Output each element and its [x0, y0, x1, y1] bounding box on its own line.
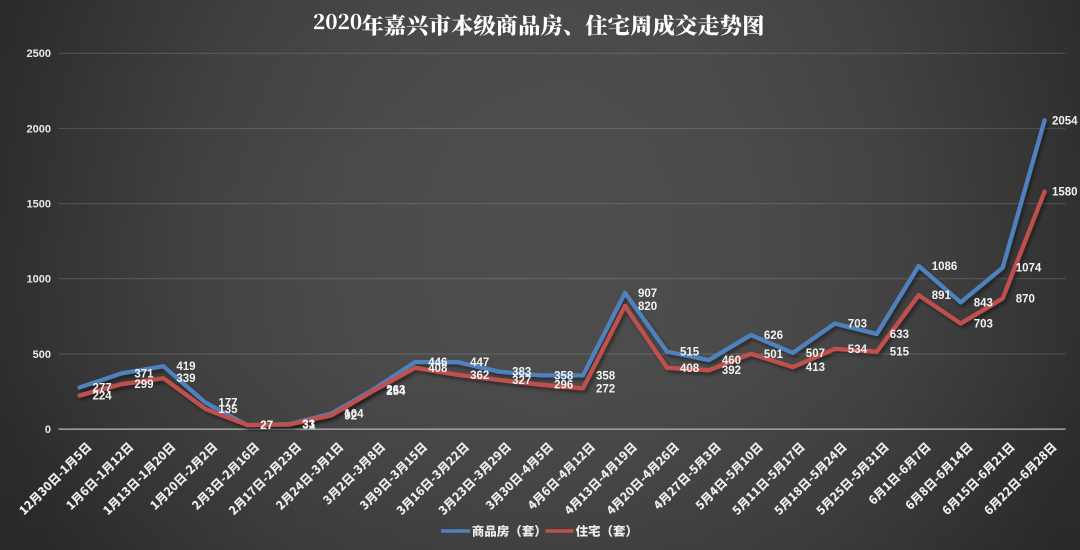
svg-text:413: 413	[806, 362, 825, 374]
svg-text:891: 891	[932, 290, 952, 302]
svg-text:820: 820	[638, 301, 657, 313]
svg-text:534: 534	[848, 344, 868, 356]
svg-text:135: 135	[218, 404, 238, 416]
svg-text:907: 907	[638, 288, 657, 300]
svg-text:408: 408	[680, 363, 700, 375]
svg-text:327: 327	[512, 375, 531, 387]
svg-text:703: 703	[848, 319, 867, 331]
svg-text:419: 419	[176, 361, 195, 373]
svg-text:1074: 1074	[1016, 263, 1042, 275]
svg-text:92: 92	[344, 410, 357, 422]
svg-text:2000: 2000	[27, 123, 51, 135]
svg-text:1580: 1580	[1052, 187, 1078, 199]
svg-text:392: 392	[722, 365, 741, 377]
svg-text:299: 299	[134, 379, 153, 391]
svg-text:254: 254	[386, 386, 406, 398]
svg-text:2054: 2054	[1052, 115, 1078, 127]
svg-text:27: 27	[260, 420, 273, 432]
svg-text:500: 500	[33, 349, 51, 361]
svg-text:383: 383	[512, 367, 531, 379]
svg-text:626: 626	[764, 330, 783, 342]
svg-text:633: 633	[890, 329, 909, 341]
svg-text:224: 224	[93, 391, 113, 403]
svg-text:358: 358	[554, 370, 574, 382]
svg-text:277: 277	[93, 383, 112, 395]
svg-text:358: 358	[596, 370, 616, 382]
svg-text:272: 272	[596, 383, 615, 395]
svg-text:1086: 1086	[932, 261, 958, 273]
svg-text:507: 507	[806, 348, 825, 360]
svg-text:31: 31	[302, 420, 315, 432]
svg-text:515: 515	[680, 347, 700, 359]
svg-text:371: 371	[134, 368, 154, 380]
svg-text:0: 0	[45, 424, 51, 436]
svg-text:1000: 1000	[27, 274, 51, 286]
svg-text:362: 362	[470, 370, 489, 382]
svg-text:870: 870	[1016, 293, 1035, 305]
svg-text:703: 703	[974, 319, 993, 331]
svg-text:104: 104	[344, 409, 364, 421]
svg-text:339: 339	[176, 373, 195, 385]
svg-text:263: 263	[386, 385, 405, 397]
svg-text:2500: 2500	[27, 48, 51, 60]
svg-text:33: 33	[302, 419, 315, 431]
svg-text:296: 296	[554, 380, 573, 392]
svg-text:843: 843	[974, 297, 993, 309]
svg-text:177: 177	[218, 398, 237, 410]
svg-text:1500: 1500	[27, 199, 51, 211]
svg-text:408: 408	[428, 363, 448, 375]
svg-text:446: 446	[428, 357, 447, 369]
svg-text:447: 447	[470, 357, 489, 369]
svg-text:515: 515	[890, 347, 910, 359]
svg-text:501: 501	[764, 349, 784, 361]
svg-text:27: 27	[260, 420, 273, 432]
svg-text:460: 460	[722, 355, 741, 367]
